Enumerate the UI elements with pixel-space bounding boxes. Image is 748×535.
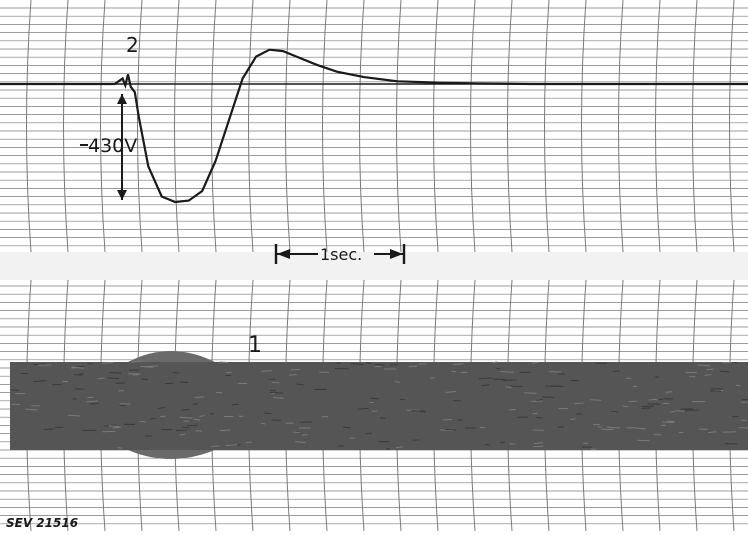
band-texture-stroke	[11, 390, 18, 391]
band-texture-stroke	[226, 372, 231, 373]
band-texture-stroke	[272, 420, 282, 421]
amplitude-label: 430V	[88, 135, 137, 157]
band-texture-stroke	[500, 442, 505, 443]
band-texture-stroke	[558, 427, 564, 428]
band-texture-stroke	[33, 364, 46, 365]
band-texture-stroke	[451, 371, 456, 372]
band-texture-stroke	[736, 385, 741, 386]
band-texture-stroke	[705, 375, 712, 376]
band-texture-stroke	[655, 377, 659, 378]
band-texture-stroke	[493, 362, 497, 363]
band-texture-stroke	[366, 363, 372, 364]
band-texture-stroke	[109, 373, 121, 374]
band-texture-stroke	[509, 409, 515, 410]
panel-separator-strip	[0, 252, 748, 280]
time-marker-label: 1sec.	[320, 245, 362, 264]
trace-2-label: 2	[126, 33, 139, 57]
band-texture-stroke	[536, 417, 542, 418]
band-texture-stroke	[626, 378, 632, 379]
band-texture-stroke	[117, 448, 122, 449]
band-texture-stroke	[261, 371, 272, 372]
band-texture-stroke	[590, 400, 601, 401]
band-texture-stroke	[409, 366, 418, 367]
band-texture-stroke	[666, 392, 672, 393]
catalog-number-label: SEV 21516	[6, 516, 78, 530]
band-texture-stroke	[182, 409, 189, 410]
band-texture-stroke	[139, 421, 146, 422]
band-texture-stroke	[119, 405, 126, 406]
band-texture-stroke	[500, 372, 514, 373]
band-texture-stroke	[272, 382, 279, 383]
band-texture-stroke	[654, 434, 662, 435]
trace-1-label: 1	[248, 333, 262, 358]
band-texture-stroke	[211, 446, 219, 447]
band-texture-stroke	[558, 374, 565, 375]
band-texture-stroke	[611, 411, 618, 412]
band-texture-stroke	[25, 409, 37, 410]
band-texture-stroke	[675, 411, 684, 412]
band-texture-stroke	[390, 364, 398, 365]
band-texture-stroke	[87, 363, 93, 364]
band-texture-stroke	[176, 430, 187, 431]
band-texture-stroke	[642, 408, 651, 409]
band-texture-stroke	[430, 378, 435, 379]
band-texture-stroke	[511, 386, 523, 387]
trace-1-band	[10, 351, 748, 459]
band-texture-stroke	[44, 429, 53, 430]
band-texture-stroke	[479, 378, 493, 379]
band-texture-stroke	[210, 413, 214, 414]
band-texture-stroke	[670, 411, 675, 412]
band-texture-stroke	[445, 429, 456, 430]
band-texture-stroke	[583, 443, 588, 444]
band-texture-stroke	[372, 411, 377, 412]
band-texture-stroke	[510, 444, 516, 445]
band-texture-stroke	[723, 432, 736, 433]
band-texture-stroke	[638, 440, 650, 441]
band-texture-stroke	[270, 393, 284, 394]
band-texture-stroke	[549, 372, 561, 373]
band-texture-stroke	[570, 419, 575, 420]
band-texture-stroke	[732, 416, 738, 417]
band-texture-stroke	[291, 369, 300, 370]
